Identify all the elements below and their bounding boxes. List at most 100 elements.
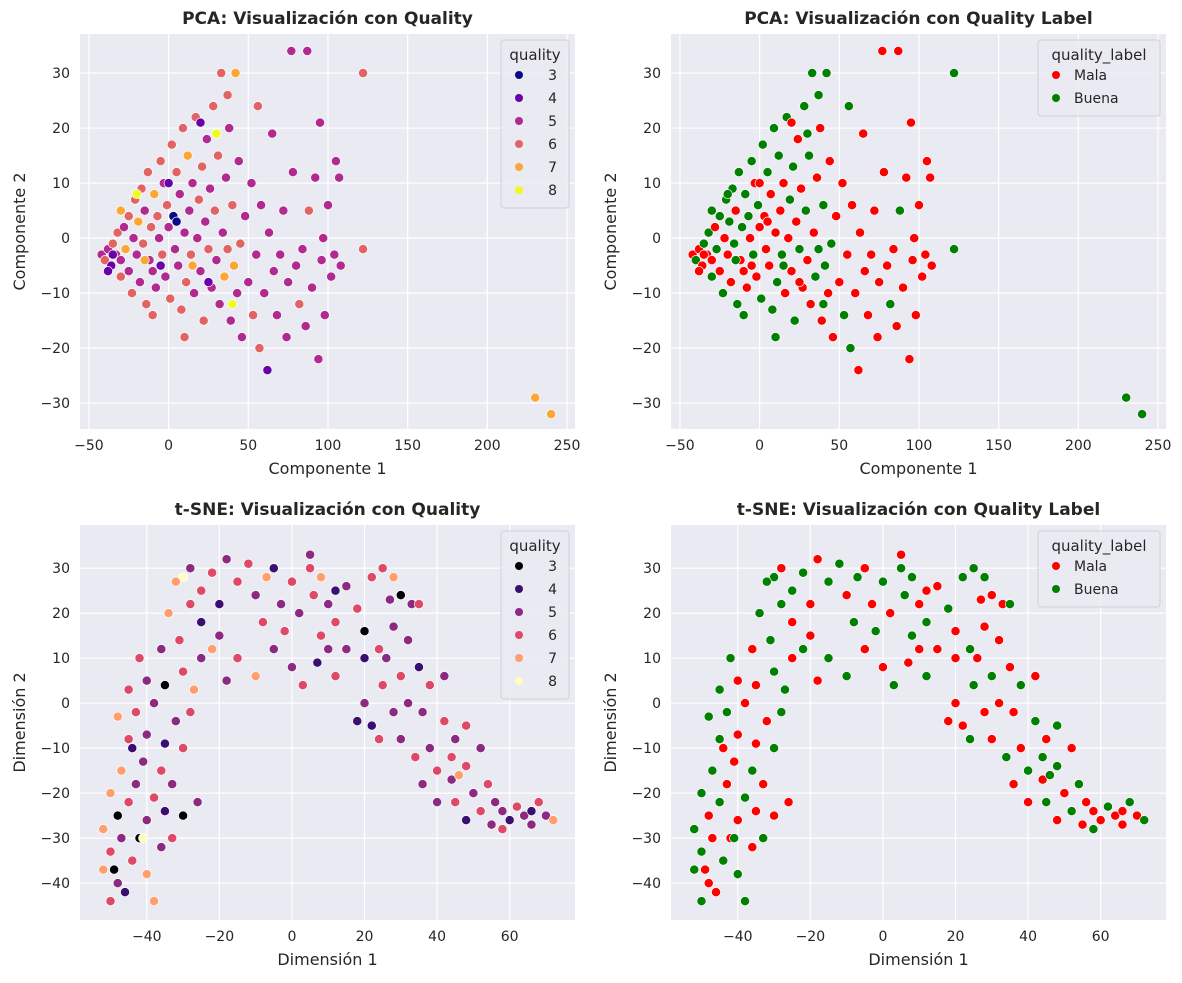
data-point xyxy=(1102,801,1113,812)
data-point xyxy=(750,738,761,749)
legend-marker xyxy=(1052,94,1060,102)
y-tick-label: 30 xyxy=(52,561,70,577)
data-point xyxy=(192,797,203,808)
data-point xyxy=(112,227,123,238)
chart-title: t-SNE: Visualización con Quality xyxy=(175,500,481,520)
data-point xyxy=(788,161,799,172)
data-point xyxy=(211,255,222,266)
data-point xyxy=(461,720,472,731)
data-point xyxy=(315,117,325,128)
data-point xyxy=(767,304,778,315)
chart-panel-0: −50 0 50 100 150 200 250 −30 −20 −10 0 10 20 30 PCA: V… xyxy=(10,9,580,478)
data-point xyxy=(313,354,324,365)
data-point xyxy=(733,167,744,178)
data-point xyxy=(221,554,232,565)
data-point xyxy=(511,801,522,812)
data-point xyxy=(730,205,741,216)
data-point xyxy=(268,266,279,277)
data-point xyxy=(155,156,166,167)
data-point xyxy=(116,833,127,844)
y-tick-label: 0 xyxy=(652,696,661,712)
data-point xyxy=(866,249,877,260)
data-point xyxy=(706,271,717,282)
data-point xyxy=(504,815,515,826)
legend-label: Buena xyxy=(1074,582,1119,598)
data-point xyxy=(874,277,885,288)
x-tick-label: 150 xyxy=(985,438,1012,454)
data-point xyxy=(907,630,917,641)
data-point xyxy=(453,770,464,781)
data-point xyxy=(714,734,725,745)
data-point xyxy=(1044,770,1055,781)
legend-marker xyxy=(1052,562,1060,570)
data-point xyxy=(482,779,493,790)
data-point xyxy=(816,315,827,326)
data-point xyxy=(189,684,199,695)
data-point xyxy=(163,222,174,233)
data-point xyxy=(152,211,163,222)
x-tick-label: 20 xyxy=(356,929,374,945)
data-point xyxy=(366,720,377,731)
data-point xyxy=(159,806,170,817)
data-point xyxy=(852,572,863,583)
data-point xyxy=(917,271,928,282)
data-point xyxy=(193,194,204,205)
data-point xyxy=(341,644,352,655)
y-tick-label: −10 xyxy=(631,741,661,757)
data-point xyxy=(243,277,254,288)
data-point xyxy=(329,249,340,260)
data-point xyxy=(863,310,873,321)
legend-entry: 6 xyxy=(515,137,557,153)
data-point xyxy=(899,590,910,601)
data-point xyxy=(178,810,189,821)
data-point xyxy=(907,572,917,583)
data-point xyxy=(968,563,979,574)
data-point xyxy=(127,743,138,754)
legend-marker xyxy=(1052,71,1060,79)
legend-marker xyxy=(515,562,523,570)
legend-marker xyxy=(515,163,523,171)
data-point xyxy=(358,68,368,79)
data-point xyxy=(792,134,803,145)
data-point xyxy=(706,255,717,266)
y-tick-label: −10 xyxy=(40,286,70,302)
data-point xyxy=(142,167,153,178)
data-point xyxy=(216,68,227,79)
data-point xyxy=(784,194,795,205)
data-point xyxy=(757,139,768,150)
data-point xyxy=(221,172,231,183)
legend-label: Mala xyxy=(1074,559,1107,575)
data-point xyxy=(248,310,259,321)
data-point xyxy=(1052,761,1063,772)
data-point xyxy=(209,205,220,216)
data-point xyxy=(252,101,263,112)
data-point xyxy=(214,599,225,610)
data-point xyxy=(754,608,765,619)
data-point xyxy=(732,869,743,880)
data-point xyxy=(1073,779,1084,790)
data-point xyxy=(235,238,246,249)
data-point xyxy=(841,671,852,682)
data-point xyxy=(395,590,406,601)
data-point xyxy=(316,630,326,641)
data-point xyxy=(335,260,346,271)
data-point xyxy=(154,233,164,244)
data-point xyxy=(898,282,908,293)
data-point xyxy=(770,332,781,343)
chart-title: PCA: Visualización con Quality xyxy=(182,9,473,29)
data-point xyxy=(130,779,141,790)
data-point xyxy=(127,288,137,299)
data-point xyxy=(251,249,262,260)
data-point xyxy=(761,716,772,727)
data-point xyxy=(894,205,905,216)
data-point xyxy=(395,734,406,745)
data-point xyxy=(950,653,961,664)
data-point xyxy=(750,806,761,817)
data-point xyxy=(115,205,126,216)
data-point xyxy=(786,266,797,277)
data-point xyxy=(730,255,741,266)
data-point xyxy=(112,810,123,821)
data-point xyxy=(914,200,924,211)
data-point xyxy=(170,716,181,727)
x-tick-label: 100 xyxy=(906,438,933,454)
